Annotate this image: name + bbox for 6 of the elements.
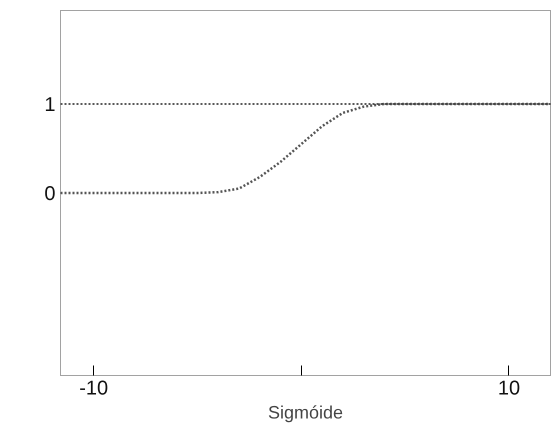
- y-tick-label: 1: [44, 94, 56, 116]
- x-axis-title: Sigmóide: [268, 402, 344, 422]
- x-tick-label: 10: [498, 378, 520, 400]
- y-tick-label: 0: [44, 183, 56, 205]
- line-series: [60, 102, 550, 194]
- x-tick-label: -10: [79, 378, 108, 400]
